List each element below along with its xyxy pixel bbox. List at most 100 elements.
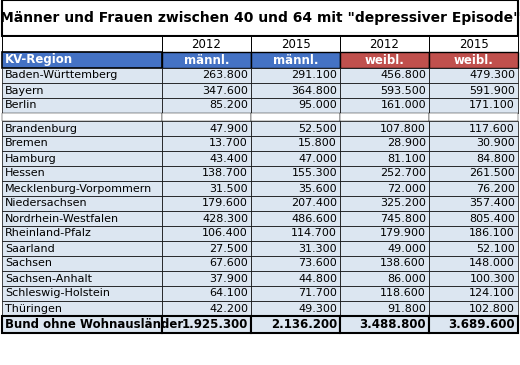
Bar — [162, 166, 251, 181]
Bar — [2, 83, 162, 98]
Text: Nordrhein-Westfalen: Nordrhein-Westfalen — [5, 214, 119, 223]
Text: 52.100: 52.100 — [476, 243, 515, 254]
Text: Saarland: Saarland — [5, 243, 55, 254]
Text: 35.600: 35.600 — [298, 184, 337, 193]
Text: 1.925.300: 1.925.300 — [181, 318, 248, 331]
Text: 805.400: 805.400 — [469, 214, 515, 223]
Text: Sachsen-Anhalt: Sachsen-Anhalt — [5, 273, 92, 284]
Text: Männer und Frauen zwischen 40 und 64 mit "depressiver Episode": Männer und Frauen zwischen 40 und 64 mit… — [0, 11, 520, 25]
Bar — [2, 211, 162, 226]
Bar — [251, 151, 340, 166]
Text: 100.300: 100.300 — [470, 273, 515, 284]
Bar — [162, 301, 251, 316]
Bar — [251, 196, 340, 211]
Bar — [429, 256, 518, 271]
Text: 44.800: 44.800 — [298, 273, 337, 284]
Text: Niedersachsen: Niedersachsen — [5, 199, 88, 208]
Text: 76.200: 76.200 — [476, 184, 515, 193]
Bar — [340, 166, 429, 181]
Text: 85.200: 85.200 — [209, 100, 248, 111]
Bar — [340, 68, 429, 83]
Text: 117.600: 117.600 — [469, 123, 515, 134]
Text: Thüringen: Thüringen — [5, 304, 62, 314]
Bar — [429, 196, 518, 211]
Bar — [429, 301, 518, 316]
Text: 745.800: 745.800 — [380, 214, 426, 223]
Bar — [429, 226, 518, 241]
Bar — [2, 256, 162, 271]
Text: 2012: 2012 — [191, 38, 222, 50]
Text: Bund ohne Wohnausländer: Bund ohne Wohnausländer — [5, 318, 183, 331]
Bar — [340, 286, 429, 301]
Text: Mecklenburg-Vorpommern: Mecklenburg-Vorpommern — [5, 184, 152, 193]
Bar — [2, 271, 162, 286]
Bar — [2, 0, 518, 36]
Text: 456.800: 456.800 — [380, 70, 426, 81]
Text: Hessen: Hessen — [5, 169, 46, 178]
Text: 263.800: 263.800 — [202, 70, 248, 81]
Bar — [429, 286, 518, 301]
Text: 591.900: 591.900 — [469, 85, 515, 96]
Text: 155.300: 155.300 — [291, 169, 337, 178]
Text: 91.800: 91.800 — [387, 304, 426, 314]
Text: 2.136.200: 2.136.200 — [271, 318, 337, 331]
Text: 42.200: 42.200 — [209, 304, 248, 314]
Bar — [429, 36, 518, 52]
Bar — [2, 241, 162, 256]
Bar — [2, 226, 162, 241]
Bar — [340, 211, 429, 226]
Text: 486.600: 486.600 — [291, 214, 337, 223]
Bar — [251, 52, 340, 68]
Text: KV-Region: KV-Region — [5, 54, 73, 66]
Bar — [162, 256, 251, 271]
Bar — [162, 181, 251, 196]
Bar — [162, 121, 251, 136]
Text: 27.500: 27.500 — [209, 243, 248, 254]
Text: 15.800: 15.800 — [298, 138, 337, 149]
Bar — [251, 83, 340, 98]
Text: Berlin: Berlin — [5, 100, 37, 111]
Text: weibl.: weibl. — [453, 54, 493, 66]
Text: 13.700: 13.700 — [209, 138, 248, 149]
Text: Bremen: Bremen — [5, 138, 49, 149]
Text: 261.500: 261.500 — [469, 169, 515, 178]
Text: Sachsen: Sachsen — [5, 258, 52, 269]
Text: 179.600: 179.600 — [202, 199, 248, 208]
Text: männl.: männl. — [184, 54, 229, 66]
Bar — [2, 52, 162, 68]
Bar — [162, 68, 251, 83]
Bar — [429, 316, 518, 333]
Bar — [162, 226, 251, 241]
Text: 252.700: 252.700 — [380, 169, 426, 178]
Bar — [251, 68, 340, 83]
Text: Bayern: Bayern — [5, 85, 45, 96]
Text: 84.800: 84.800 — [476, 154, 515, 164]
Text: 138.700: 138.700 — [202, 169, 248, 178]
Bar — [2, 316, 162, 333]
Bar — [340, 241, 429, 256]
Text: 43.400: 43.400 — [209, 154, 248, 164]
Text: 2015: 2015 — [459, 38, 488, 50]
Text: 2015: 2015 — [281, 38, 310, 50]
Text: 428.300: 428.300 — [202, 214, 248, 223]
Bar — [340, 98, 429, 113]
Bar — [162, 241, 251, 256]
Text: 31.500: 31.500 — [210, 184, 248, 193]
Text: 138.600: 138.600 — [380, 258, 426, 269]
Bar — [162, 52, 251, 68]
Text: 357.400: 357.400 — [469, 199, 515, 208]
Bar — [340, 316, 429, 333]
Bar — [429, 52, 518, 68]
Bar — [2, 113, 162, 121]
Text: 67.600: 67.600 — [209, 258, 248, 269]
Bar — [251, 256, 340, 271]
Text: Baden-Württemberg: Baden-Württemberg — [5, 70, 119, 81]
Bar — [340, 226, 429, 241]
Text: 73.600: 73.600 — [298, 258, 337, 269]
Text: 347.600: 347.600 — [202, 85, 248, 96]
Text: 291.100: 291.100 — [291, 70, 337, 81]
Bar — [2, 286, 162, 301]
Bar — [340, 196, 429, 211]
Bar — [251, 166, 340, 181]
Bar — [2, 68, 162, 83]
